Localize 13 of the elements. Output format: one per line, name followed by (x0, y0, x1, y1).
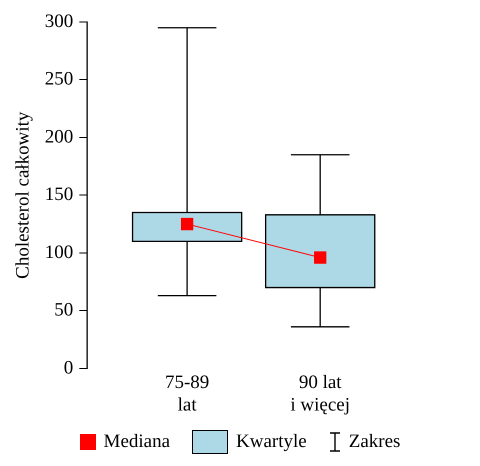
y-tick-label: 50 (54, 300, 74, 321)
y-tick-label: 200 (44, 126, 74, 148)
x-tick-label: 75-89 lat (164, 372, 210, 416)
y-axis-title: Cholesterol całkowity (12, 111, 34, 279)
text: Zakres (348, 431, 400, 453)
y-tick-label: 0 (64, 357, 74, 378)
x-tick-label: 90 lat i więcej (290, 372, 350, 416)
legend-label: Mediana (104, 431, 170, 453)
legend-label: Kwartyle (236, 431, 307, 453)
y-tick-label: 250 (44, 68, 74, 90)
y-tick-label: 150 (44, 184, 74, 206)
y-tick-label: 100 (44, 242, 74, 263)
y-tick-label: 300 (44, 10, 74, 32)
